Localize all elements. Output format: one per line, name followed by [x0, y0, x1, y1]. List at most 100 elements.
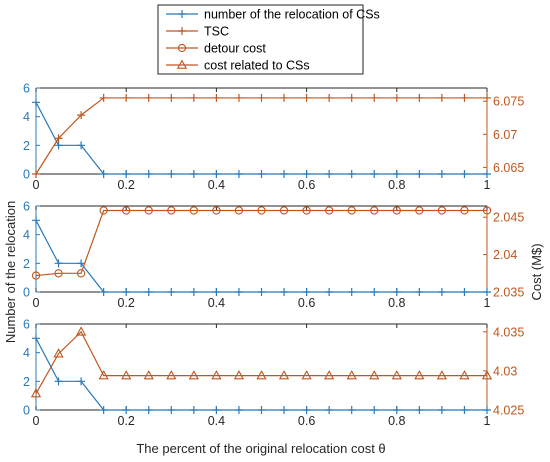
legend-marker-number-of-the-relocation-of-css	[178, 10, 186, 18]
number-of-the-relocation-of-css-point	[280, 288, 289, 296]
number-of-the-relocation-of-css-series	[32, 216, 491, 296]
left-y-axis-label: Number of the relocation	[3, 201, 18, 343]
legend-marker-tsc	[178, 27, 186, 35]
detour-cost-point	[482, 206, 492, 215]
number-of-the-relocation-of-css-point	[460, 170, 469, 178]
number-of-the-relocation-of-css-point	[32, 334, 40, 343]
detour-cost-line	[35, 209, 487, 277]
number-of-the-relocation-of-css-point	[144, 406, 153, 414]
tsc-point	[415, 93, 424, 102]
detour-cost-point	[76, 269, 86, 278]
legend-label: TSC	[204, 25, 229, 39]
x-axis-label: The percent of the original relocation c…	[136, 441, 385, 456]
number-of-the-relocation-of-css-point	[302, 288, 311, 296]
right-y-tick-label: 4.035	[493, 325, 524, 339]
number-of-the-relocation-of-css-point	[32, 98, 40, 107]
cost-related-to-css-point	[278, 370, 290, 380]
cost-related-to-css-point	[346, 370, 357, 380]
number-of-the-relocation-of-css-point	[302, 170, 311, 178]
cost-related-to-css-point	[233, 370, 245, 380]
number-of-the-relocation-of-css-point	[392, 406, 401, 414]
x-tick-label: 1	[484, 414, 491, 428]
number-of-the-relocation-of-css-point	[234, 406, 243, 414]
x-tick-label: 0.4	[208, 178, 225, 192]
detour-cost-point	[54, 269, 63, 278]
right-y-tick-label: 4.025	[493, 404, 524, 418]
right-y-tick-label: 6.065	[493, 161, 524, 175]
number-of-the-relocation-of-css-point	[212, 288, 221, 296]
number-of-the-relocation-of-css-point	[483, 288, 491, 296]
tsc-point	[302, 93, 311, 102]
left-y-tick-label: 4	[23, 346, 30, 360]
number-of-the-relocation-of-css-point	[392, 288, 401, 296]
number-of-the-relocation-of-css-series	[32, 334, 491, 414]
left-y-tick-label: 0	[23, 286, 30, 300]
detour-cost-point	[167, 206, 176, 215]
left-y-tick-label: 4	[23, 110, 30, 124]
number-of-the-relocation-of-css-line	[35, 338, 487, 411]
number-of-the-relocation-of-css-point	[189, 288, 198, 296]
detour-cost-series	[31, 206, 492, 280]
x-tick-label: 0.6	[298, 414, 315, 428]
x-tick-label: 0.2	[118, 178, 135, 192]
number-of-the-relocation-of-css-point	[189, 170, 198, 178]
number-of-the-relocation-of-css-point	[144, 288, 153, 296]
number-of-the-relocation-of-css-point	[483, 406, 491, 414]
tsc-point	[347, 93, 356, 102]
right-y-tick-label: 6.075	[493, 95, 524, 109]
left-y-tick-label: 0	[23, 168, 30, 182]
x-tick-label: 0	[33, 414, 40, 428]
number-of-the-relocation-of-css-point	[257, 406, 266, 414]
number-of-the-relocation-of-css-point	[325, 288, 334, 296]
panel-bottom: 0 0.2 0.4 0.6 0.8 1 0 2 4 6 4.025 4.03 4.035	[23, 318, 524, 429]
number-of-the-relocation-of-css-point	[257, 288, 266, 296]
number-of-the-relocation-of-css-point	[325, 406, 334, 414]
number-of-the-relocation-of-css-point	[280, 170, 289, 178]
number-of-the-relocation-of-css-point	[122, 406, 131, 414]
detour-cost-point	[189, 206, 198, 215]
tsc-point	[77, 111, 86, 120]
right-y-tick-label: 2.045	[493, 211, 524, 225]
cost-related-to-css-point	[211, 370, 222, 380]
number-of-the-relocation-of-css-point	[483, 170, 491, 178]
number-of-the-relocation-of-css-point	[302, 406, 311, 414]
number-of-the-relocation-of-css-line	[35, 220, 487, 293]
legend-box	[157, 4, 364, 75]
x-tick-label: 0.8	[388, 178, 405, 192]
tsc-point	[54, 134, 63, 143]
x-tick-label: 0.6	[298, 296, 315, 310]
number-of-the-relocation-of-css-point	[77, 377, 86, 386]
right-y-tick-label: 4.03	[493, 364, 517, 378]
detour-cost-point	[212, 206, 221, 215]
cost-related-to-css-point	[324, 370, 335, 380]
number-of-the-relocation-of-css-point	[437, 170, 446, 178]
number-of-the-relocation-of-css-point	[99, 288, 108, 296]
tsc-point	[167, 93, 176, 102]
number-of-the-relocation-of-css-point	[189, 406, 198, 414]
cost-related-to-css-point	[459, 370, 470, 380]
number-of-the-relocation-of-css-point	[32, 216, 40, 225]
x-tick-label: 0	[33, 178, 40, 192]
number-of-the-relocation-of-css-point	[415, 170, 424, 178]
legend-marker-detour-cost	[177, 43, 187, 53]
tsc-point	[280, 93, 289, 102]
tsc-point	[325, 93, 334, 102]
x-tick-label: 0.8	[388, 414, 405, 428]
tsc-point	[212, 93, 221, 102]
left-y-tick-label: 0	[23, 404, 30, 418]
number-of-the-relocation-of-css-point	[370, 288, 379, 296]
detour-cost-point	[279, 206, 289, 215]
number-of-the-relocation-of-css-point	[460, 288, 469, 296]
legend-marker-cost-related-to-css	[176, 59, 188, 69]
left-y-tick-label: 2	[23, 375, 30, 389]
tsc-point	[460, 93, 469, 102]
tsc-point	[234, 93, 243, 102]
x-tick-label: 0	[33, 296, 40, 310]
x-tick-label: 1	[484, 178, 491, 192]
right-y-tick-label: 6.07	[493, 128, 517, 142]
tsc-point	[257, 93, 266, 102]
number-of-the-relocation-of-css-point	[370, 170, 379, 178]
number-of-the-relocation-of-css-point	[437, 406, 446, 414]
